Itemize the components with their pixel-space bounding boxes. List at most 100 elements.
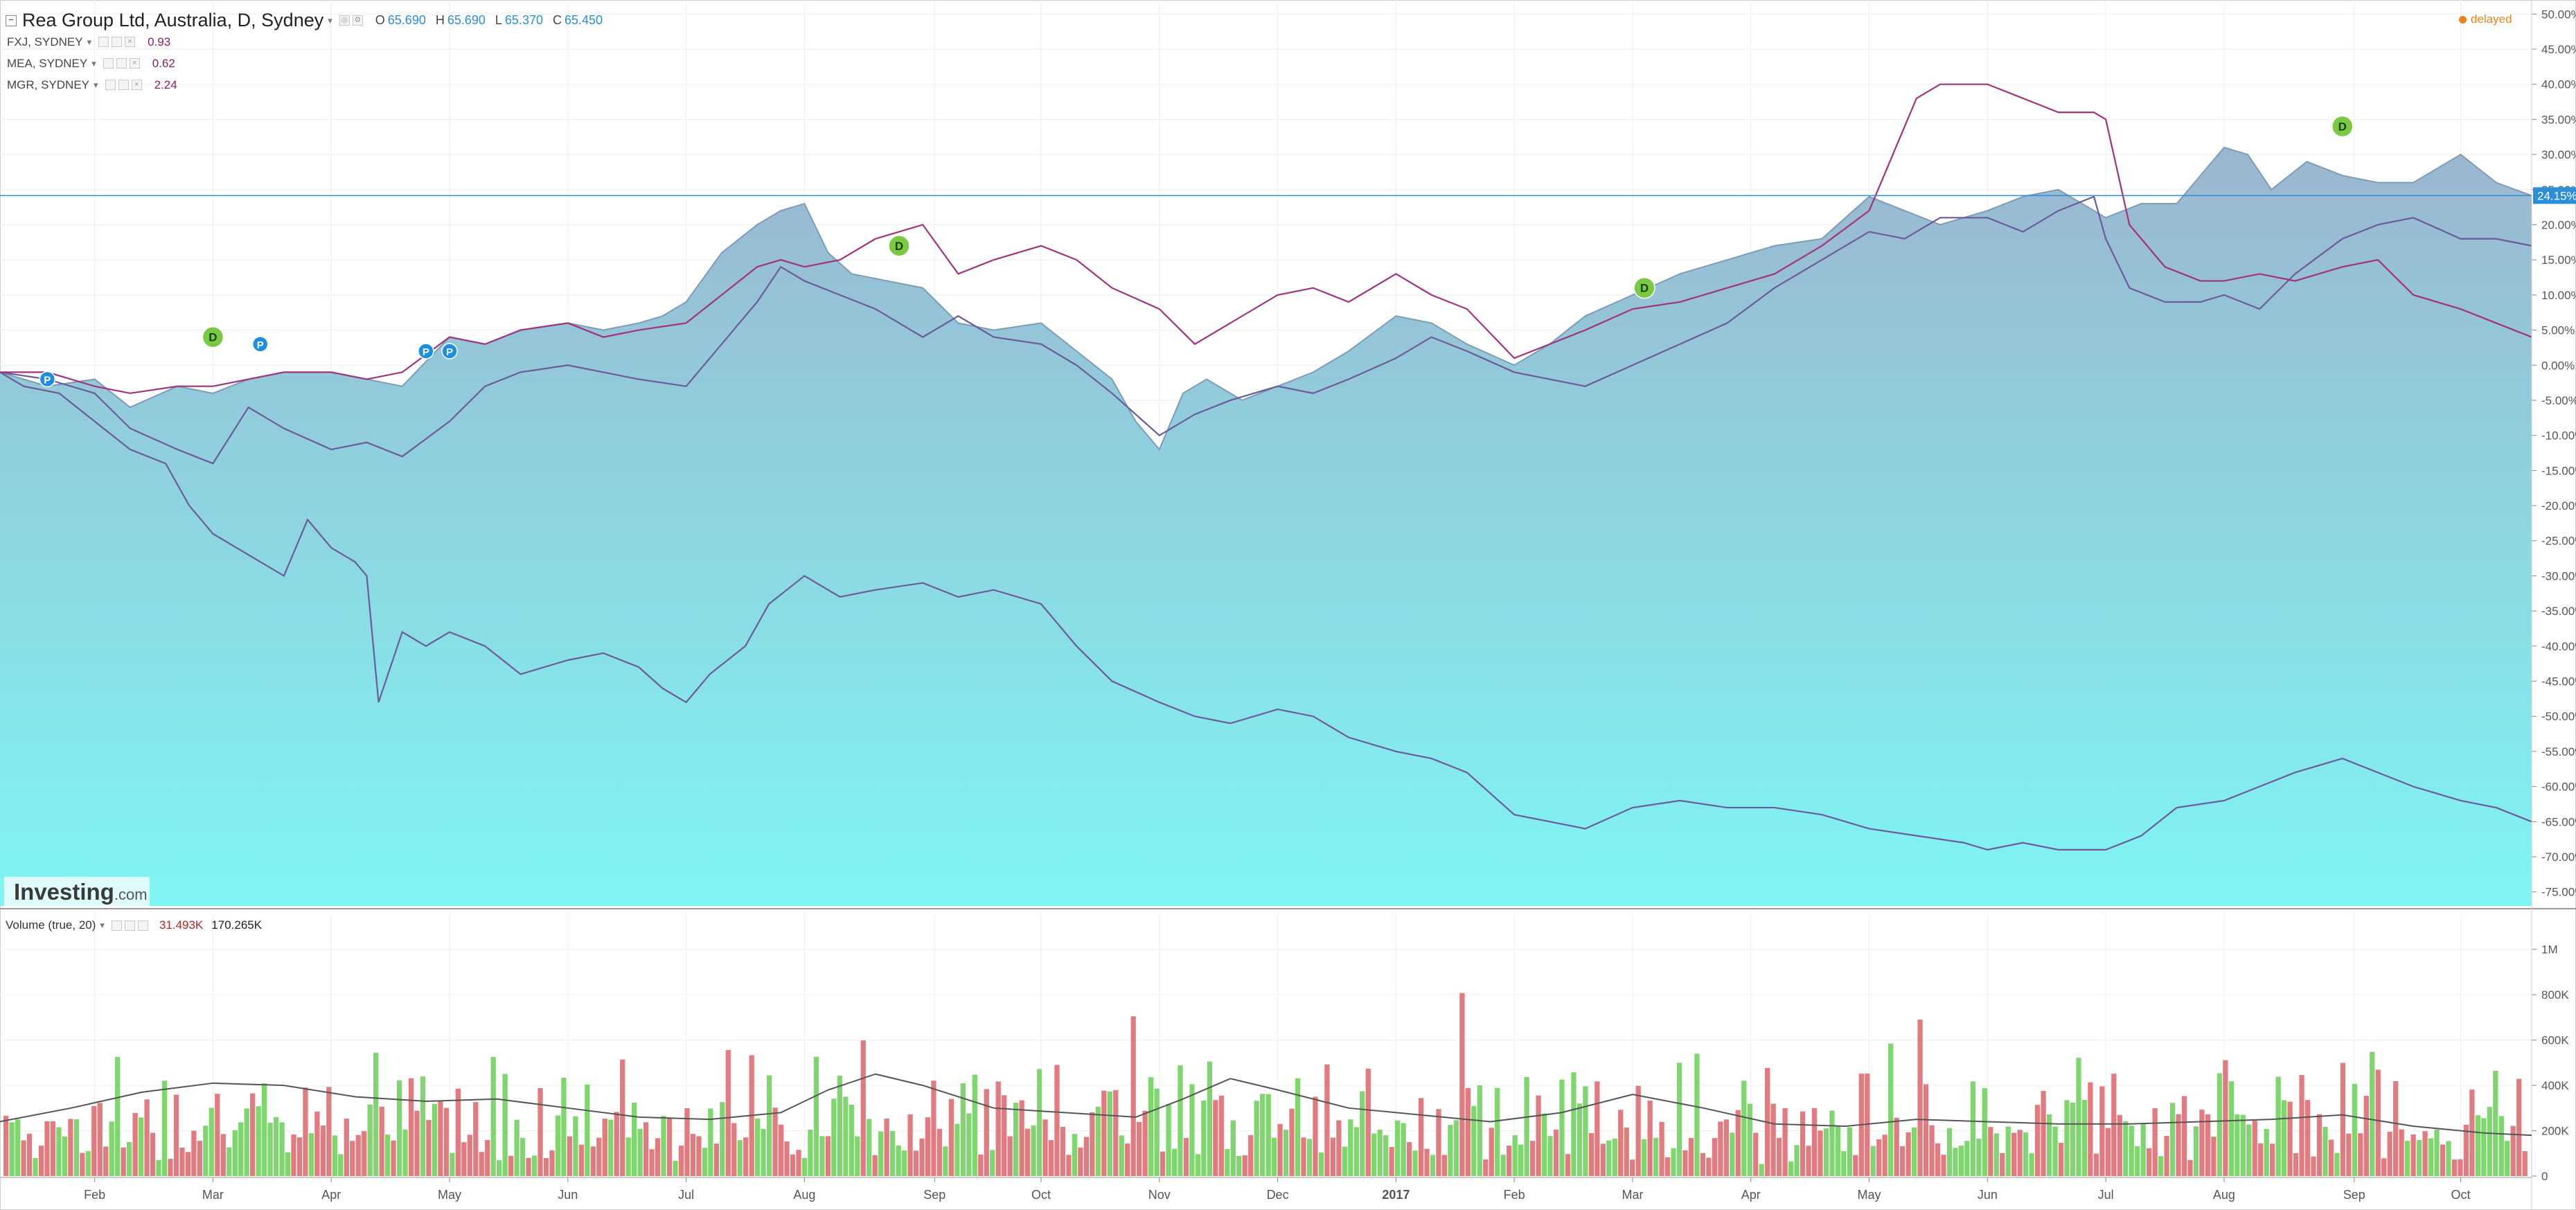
split-marker-icon[interactable] [251,336,269,353]
split-marker-icon[interactable] [441,343,458,359]
volume-bar-down [80,1153,85,1176]
compare-symbol[interactable]: MGR, SYDNEY [7,78,90,91]
dividend-marker-icon[interactable] [202,326,224,348]
volume-bar-up [208,1107,214,1176]
volume-bar-up [1847,1127,1852,1176]
volume-bar-up [1342,1146,1347,1176]
settings-icon[interactable] [116,58,127,69]
volume-bar-up [896,1145,901,1176]
dividend-marker-icon[interactable] [2331,115,2354,138]
close-icon[interactable]: × [129,58,140,69]
volume-bar-down [2440,1144,2446,1176]
y-tick-label: 5.00% [2541,324,2575,337]
y-tick-label: 45.00% [2541,43,2576,56]
volume-label[interactable]: Volume (true, 20) [6,918,96,932]
volume-bar-up [261,1083,267,1176]
volume-bar-up [1377,1129,1383,1176]
chevron-down-icon[interactable]: ▾ [100,920,105,930]
open-value: 65.690 [387,13,426,27]
settings-icon[interactable] [118,80,129,90]
dividend-marker-icon[interactable] [1633,276,1655,299]
close-value: 65.450 [564,13,603,27]
volume-bar-up [1013,1103,1019,1176]
volume-bar-up [1271,1137,1277,1176]
volume-bar-down [978,1154,984,1176]
volume-bar-down [1301,1137,1306,1176]
volume-bar-down [643,1122,649,1176]
dividend-marker-icon[interactable] [888,235,910,257]
volume-bar-up [1036,1069,1042,1176]
volume-bar-up [2493,1071,2498,1176]
eye-icon[interactable]: ◎ [339,15,350,26]
y-tick-label: -55.00% [2541,745,2576,758]
chevron-down-icon[interactable]: ▾ [91,57,96,69]
chevron-down-icon[interactable]: ▾ [94,79,98,90]
volume-bar-down [320,1125,326,1176]
marker-label: P [423,346,429,358]
volume-bar-up [608,1119,614,1176]
compare-symbol[interactable]: FXJ, SYDNEY [7,35,83,48]
collapse-icon[interactable]: − [6,15,17,26]
volume-bar-up [2370,1051,2375,1176]
volume-bar-down [2410,1134,2416,1176]
volume-bar-down [666,1117,673,1176]
eye-icon[interactable] [111,920,122,931]
volume-bar-down [2164,1135,2169,1176]
chevron-down-icon[interactable]: ▾ [328,15,332,26]
volume-bar-down [314,1111,320,1176]
volume-bar-down [250,1093,256,1176]
y-tick-label: -65.00% [2541,815,2576,828]
volume-bar-up [1547,1136,1553,1176]
volume-bar-down [1406,1142,1412,1176]
volume-bar-down [467,1135,472,1176]
eye-icon[interactable] [105,80,116,90]
close-icon[interactable]: × [131,80,142,90]
compare-value: 0.93 [148,35,171,48]
close-icon[interactable]: × [125,37,136,47]
volume-bar-down [1647,1101,1653,1176]
volume-bar-down [215,1094,220,1176]
volume-bar-down [2311,1156,2316,1176]
volume-bar-up [943,1146,948,1176]
split-marker-icon[interactable] [39,371,56,388]
settings-icon[interactable] [124,920,135,931]
volume-bar-up [1747,1103,1752,1176]
volume-bar-down [872,1155,878,1176]
volume-bar-up [9,1122,15,1176]
volume-bar-up [2434,1129,2440,1176]
volume-bar-down [731,1123,737,1176]
volume-bar-up [109,1121,114,1176]
volume-bar-up [1107,1091,1112,1176]
volume-bar-up [2505,1141,2510,1176]
x-tick-label: 2017 [1382,1188,1410,1202]
volume-bar-up [1512,1135,1518,1176]
volume-bar-down [1700,1153,1706,1176]
settings-icon[interactable] [112,37,123,47]
compare-symbol[interactable]: MEA, SYDNEY [7,56,88,70]
volume-bar-down [907,1114,913,1176]
current-value-text: 24.15% [2537,189,2576,202]
volume-bar-down [1664,1157,1671,1176]
volume-bar-down [1489,1128,1494,1176]
volume-bar-down [2017,1130,2023,1176]
volume-bar-down [1042,1119,1048,1176]
settings-icon[interactable]: ⚙ [352,15,363,26]
volume-bar-up [1676,1062,1682,1176]
main-series-title[interactable]: Rea Group Ltd, Australia, D, Sydney [22,10,324,30]
volume-bar-up [702,1148,708,1176]
x-tick-label: Dec [1267,1188,1289,1202]
volume-bar-down [344,1119,349,1176]
eye-icon[interactable] [98,37,109,47]
volume-bar-down [461,1142,467,1176]
close-icon[interactable] [137,920,148,931]
volume-tick-label: 200K [2541,1125,2569,1138]
volume-bar-down [1706,1157,1712,1176]
volume-bar-down [919,1138,925,1176]
eye-icon[interactable] [103,58,114,69]
chevron-down-icon[interactable]: ▾ [87,36,92,47]
split-marker-icon[interactable] [418,343,434,359]
y-tick-label: 40.00% [2541,78,2576,91]
x-tick-label: Jun [558,1188,578,1202]
x-tick-label: Aug [2213,1188,2235,1202]
volume-bar-up [1283,1130,1289,1176]
